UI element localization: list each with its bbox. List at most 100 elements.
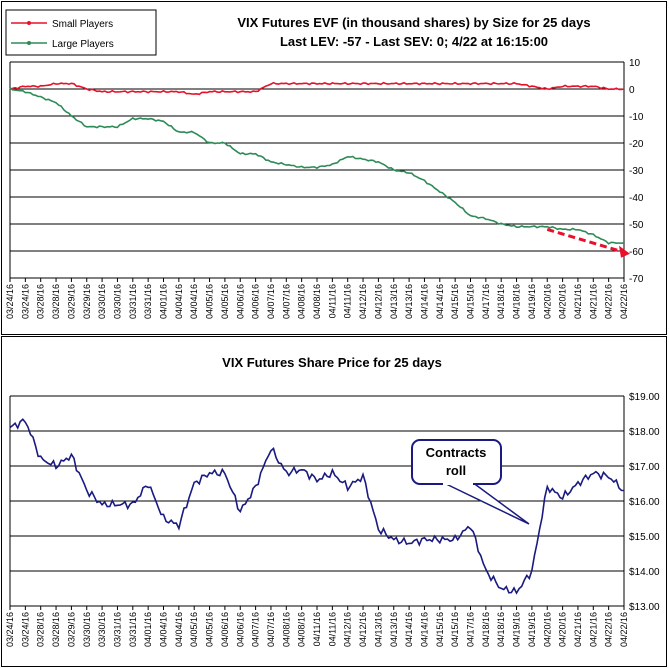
x-tick-label: 04/20/16	[542, 284, 552, 319]
x-tick-label: 04/21/16	[573, 612, 583, 647]
legend-marker-large-players	[27, 41, 31, 45]
x-tick-label: 04/17/16	[481, 284, 491, 319]
x-tick-label: 04/15/16	[466, 284, 476, 319]
x-tick-label: 04/08/16	[297, 284, 307, 319]
legend-label-small-players: Small Players	[52, 19, 113, 30]
x-tick-label: 04/11/16	[327, 284, 337, 318]
x-tick-label: 04/13/16	[389, 612, 399, 647]
evf-series	[9, 81, 625, 245]
x-tick-label: 04/19/16	[527, 284, 537, 319]
x-tick-label: 04/14/16	[419, 284, 429, 319]
y-tick-label: $18.00	[629, 427, 660, 438]
x-tick-label: 04/04/16	[174, 284, 184, 319]
evf-x-axis: 03/24/16 03/24/16 03/28/16 03/28/16 03/29/16…	[5, 278, 629, 319]
x-tick-label: 04/13/16	[389, 284, 399, 319]
x-tick-label: 04/22/16	[604, 612, 614, 647]
evf-y-axis: 10 0 -10 -20 -30 -40 -50 -60 -70	[629, 58, 644, 285]
x-tick-label: 03/31/16	[143, 284, 153, 319]
y-tick-label: 0	[629, 85, 635, 96]
x-tick-label: 04/12/16	[373, 284, 383, 319]
x-tick-label: 04/08/16	[297, 612, 307, 647]
x-tick-label: 04/12/16	[358, 612, 368, 647]
x-tick-label: 03/31/16	[112, 612, 122, 647]
x-tick-label: 03/24/16	[5, 284, 15, 319]
x-tick-label: 04/06/16	[251, 284, 261, 319]
y-tick-label: -30	[629, 166, 644, 177]
price-series	[9, 418, 625, 595]
x-tick-label: 03/29/16	[82, 284, 92, 319]
x-tick-label: 03/30/16	[112, 284, 122, 319]
x-tick-label: 04/04/16	[189, 284, 199, 319]
y-tick-label: $17.00	[629, 462, 660, 473]
x-tick-label: 03/28/16	[51, 284, 61, 319]
x-tick-label: 04/06/16	[235, 284, 245, 319]
x-tick-label: 04/20/16	[542, 612, 552, 647]
callout-label-line1: Contracts	[426, 445, 487, 460]
x-tick-label: 04/18/16	[496, 284, 506, 319]
x-tick-label: 04/22/16	[604, 284, 614, 319]
price-gridlines	[9, 395, 625, 607]
x-tick-label: 03/31/16	[128, 612, 138, 647]
x-tick-label: 04/14/16	[419, 612, 429, 647]
price-y-axis: $19.00 $18.00 $17.00 $16.00 $15.00 $14.00 $13.…	[629, 392, 660, 613]
series-line-large-players	[9, 87, 625, 245]
x-tick-label: 03/28/16	[36, 612, 46, 647]
y-tick-label: $19.00	[629, 392, 660, 403]
x-tick-label: 04/19/16	[512, 612, 522, 647]
x-tick-label: 04/15/16	[435, 612, 445, 647]
x-tick-label: 04/08/16	[281, 612, 291, 647]
x-tick-label: 03/24/16	[20, 284, 30, 319]
evf-chart-panel: VIX Futures EVF (in thousand shares) by …	[1, 1, 667, 335]
evf-trend-arrow	[546, 227, 630, 258]
x-tick-label: 04/19/16	[527, 612, 537, 647]
x-tick-label: 03/24/16	[20, 612, 30, 647]
x-tick-label: 04/17/16	[466, 612, 476, 647]
x-tick-label: 04/15/16	[450, 284, 460, 319]
y-tick-label: $13.00	[629, 602, 660, 613]
x-tick-label: 04/12/16	[358, 284, 368, 319]
x-tick-label: 04/11/16	[343, 284, 353, 318]
x-tick-label: 03/28/16	[51, 612, 61, 647]
x-tick-label: 04/18/16	[481, 612, 491, 647]
x-tick-label: 03/31/16	[128, 284, 138, 319]
x-tick-label: 03/30/16	[82, 612, 92, 647]
evf-chart: VIX Futures EVF (in thousand shares) by …	[5, 9, 644, 319]
x-tick-label: 04/07/16	[281, 284, 291, 319]
x-tick-label: 03/24/16	[5, 612, 15, 647]
x-tick-label: 04/22/16	[619, 612, 629, 647]
y-tick-label: $14.00	[629, 567, 660, 578]
x-tick-label: 04/01/16	[159, 284, 169, 319]
callout-pointer	[441, 481, 530, 525]
x-tick-label: 04/04/16	[174, 612, 184, 647]
x-tick-label: 04/12/16	[343, 612, 353, 647]
x-tick-label: 04/20/16	[558, 612, 568, 647]
x-tick-label: 04/07/16	[266, 612, 276, 647]
y-tick-label: -70	[629, 274, 644, 285]
y-tick-label: -50	[629, 220, 644, 231]
x-tick-label: 04/11/16	[327, 612, 337, 646]
x-tick-label: 04/21/16	[573, 284, 583, 319]
x-tick-label: 04/06/16	[220, 612, 230, 647]
trend-arrow-shaft	[546, 227, 625, 254]
x-tick-label: 04/14/16	[404, 612, 414, 647]
callout-join	[443, 480, 473, 485]
x-tick-label: 04/14/16	[435, 284, 445, 319]
series-line-small-players	[9, 81, 625, 96]
x-tick-label: 04/20/16	[558, 284, 568, 319]
x-tick-label: 04/08/16	[312, 284, 322, 319]
x-tick-label: 03/30/16	[97, 612, 107, 647]
x-tick-label: 04/15/16	[450, 612, 460, 647]
x-tick-label: 04/04/16	[159, 612, 169, 647]
y-tick-label: 10	[629, 58, 641, 69]
x-tick-label: 04/07/16	[251, 612, 261, 647]
y-tick-label: $16.00	[629, 497, 660, 508]
evf-chart-subtitle: Last LEV: -57 - Last SEV: 0; 4/22 at 16:…	[280, 34, 548, 49]
x-tick-label: 03/29/16	[66, 284, 76, 319]
x-tick-label: 04/07/16	[266, 284, 276, 319]
x-tick-label: 04/18/16	[496, 612, 506, 647]
x-tick-label: 03/29/16	[66, 612, 76, 647]
y-tick-label: -60	[629, 247, 644, 258]
x-tick-label: 03/28/16	[36, 284, 46, 319]
x-tick-label: 04/05/16	[189, 612, 199, 647]
legend-box	[5, 9, 157, 56]
